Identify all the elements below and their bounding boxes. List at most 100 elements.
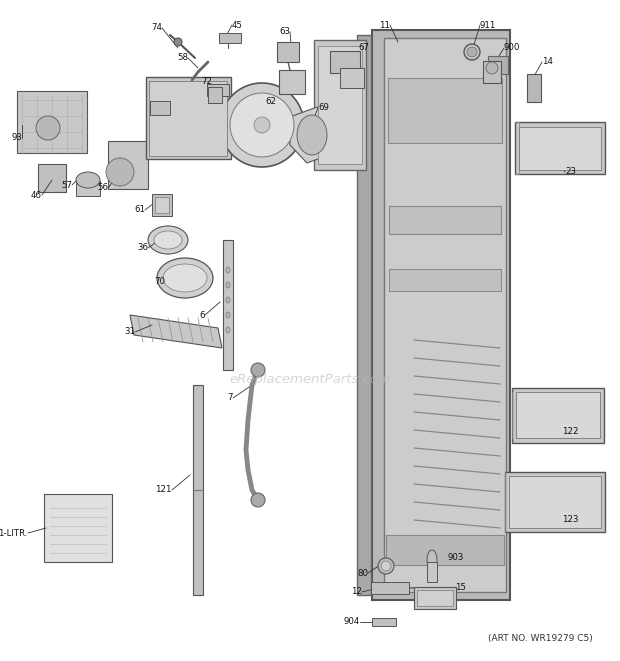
Bar [155,197,169,213]
Bar [193,385,203,595]
Text: 122: 122 [562,428,578,436]
Bar [277,42,299,62]
Bar [417,590,453,606]
Bar [330,51,360,73]
Text: 93: 93 [11,134,22,143]
Ellipse shape [230,93,294,157]
Bar [384,38,506,592]
Bar [219,33,241,43]
Bar [152,194,172,216]
Ellipse shape [486,62,498,74]
Ellipse shape [226,327,230,333]
Text: 46: 46 [31,190,42,200]
Ellipse shape [251,493,265,507]
Text: 67: 67 [358,44,369,52]
Bar [357,35,371,595]
Text: 57: 57 [61,180,72,190]
Ellipse shape [76,172,100,188]
Ellipse shape [464,44,480,60]
Text: 62: 62 [265,98,276,106]
Ellipse shape [297,115,327,155]
Bar [372,618,396,626]
Text: 900: 900 [504,44,520,52]
Text: 36: 36 [137,243,148,253]
Text: 58: 58 [177,54,188,63]
Text: 123: 123 [562,516,578,524]
Ellipse shape [174,38,182,46]
Ellipse shape [220,83,304,167]
Text: 61: 61 [134,206,145,215]
Polygon shape [290,107,334,163]
Text: 14: 14 [542,58,553,67]
Ellipse shape [148,226,188,254]
Bar [509,476,601,528]
Bar [208,87,222,103]
Ellipse shape [36,116,60,140]
Bar [505,472,605,532]
Bar [519,126,601,169]
Ellipse shape [226,282,230,288]
Bar [146,77,231,159]
Bar [279,70,305,94]
Ellipse shape [157,258,213,298]
Bar [76,180,100,196]
Bar [314,40,366,170]
Bar [17,91,87,153]
Text: 11: 11 [379,20,390,30]
Ellipse shape [254,117,270,133]
Ellipse shape [226,297,230,303]
Bar [38,164,66,192]
Ellipse shape [427,550,437,570]
Text: 56: 56 [97,184,108,192]
Ellipse shape [154,231,182,249]
Bar [389,269,501,291]
Ellipse shape [467,47,477,57]
Text: 1-LITR.: 1-LITR. [0,529,28,537]
Text: 15: 15 [455,584,466,592]
Bar [44,494,112,562]
Text: 12: 12 [351,588,362,596]
Text: 45: 45 [232,20,243,30]
Bar [340,68,364,88]
Bar [488,56,508,74]
Bar [515,122,605,174]
Bar [150,101,170,115]
Text: eReplacementParts.com: eReplacementParts.com [229,373,391,387]
Text: 7: 7 [228,393,233,403]
Bar [108,141,148,189]
Ellipse shape [226,267,230,273]
Bar [389,206,501,234]
Text: 904: 904 [343,617,360,627]
Ellipse shape [226,312,230,318]
Text: 74: 74 [151,24,162,32]
Text: (ART NO. WR19279 C5): (ART NO. WR19279 C5) [487,633,592,642]
Text: 911: 911 [480,20,497,30]
Polygon shape [130,315,222,348]
Ellipse shape [378,558,394,574]
Bar [527,74,541,102]
Ellipse shape [251,363,265,377]
Bar [512,387,604,442]
Bar [223,240,233,370]
Ellipse shape [163,264,207,292]
Text: 121: 121 [156,485,172,494]
Bar [516,392,600,438]
Ellipse shape [381,561,391,571]
Text: 31: 31 [124,327,135,336]
Bar [427,562,437,582]
Bar [483,61,501,83]
Bar [388,77,502,143]
Text: 69: 69 [318,104,329,112]
Text: 6: 6 [200,311,205,319]
Bar [372,30,510,600]
Bar [207,84,229,96]
Text: 63: 63 [279,28,290,36]
Text: 72: 72 [201,77,212,87]
Bar [371,582,409,594]
Bar [386,535,504,565]
Text: 23: 23 [565,167,576,176]
Text: 80: 80 [357,568,368,578]
Bar [414,587,456,609]
Bar [149,81,227,155]
Text: 903: 903 [447,553,463,563]
